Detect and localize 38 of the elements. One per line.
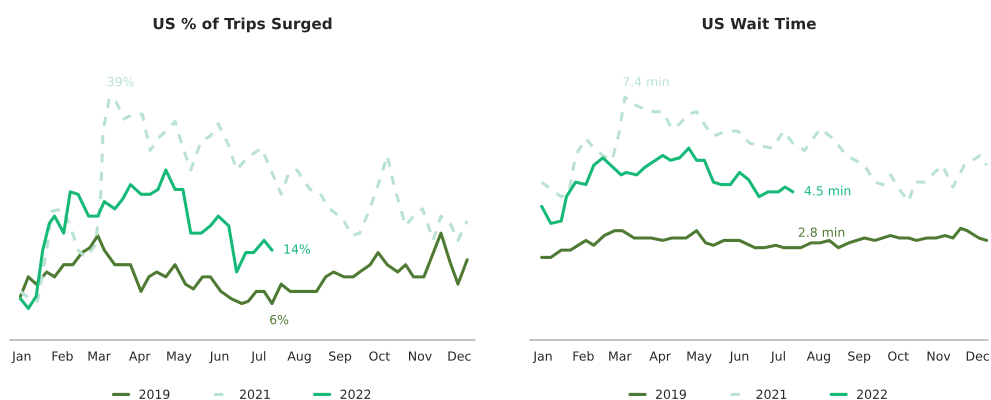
x-tick-label: Feb: [574, 351, 594, 361]
x-tick-label: Jun: [729, 351, 748, 364]
x-tick-label: Jun: [209, 351, 228, 364]
chart-title: US Wait Time: [702, 18, 816, 30]
x-tick-label: Jul: [770, 351, 785, 364]
x-tick-label: Dec: [966, 351, 989, 361]
legend-label: 2019: [656, 390, 686, 400]
annotation: 14%: [284, 244, 310, 254]
annotation: 39%: [108, 76, 134, 86]
x-tick-label: Jan: [12, 351, 30, 364]
x-tick-label: Mar: [88, 351, 111, 361]
x-tick-label: Apr: [128, 351, 150, 364]
x-tick-label: Aug: [806, 351, 830, 364]
x-tick-label: Dec: [448, 351, 471, 361]
legend-label: 2021: [756, 390, 786, 400]
x-tick-label: Nov: [409, 351, 432, 361]
x-tick-label: Nov: [928, 351, 950, 361]
x-tick-label: May: [687, 351, 712, 364]
annotation: 7.4 min: [623, 76, 669, 86]
annotation: 2.8 min: [798, 227, 844, 237]
x-tick-label: Jan: [532, 351, 552, 364]
legend-label: 2022: [857, 390, 887, 400]
x-tick-label: Oct: [888, 351, 909, 361]
chart-title: US % of Trips Surged: [154, 18, 332, 32]
x-tick-label: Oct: [369, 351, 390, 361]
legend-label: 2022: [340, 390, 370, 400]
x-tick-label: Feb: [52, 351, 73, 361]
x-tick-label: Sep: [329, 351, 352, 364]
x-tick-label: Jul: [250, 351, 266, 364]
x-tick-label: May: [167, 351, 192, 364]
x-tick-label: Aug: [287, 351, 311, 364]
legend-label: 2019: [139, 390, 170, 400]
x-tick-label: Mar: [609, 351, 632, 361]
x-tick-label: Apr: [649, 351, 671, 364]
annotation: 6%: [270, 314, 288, 324]
x-tick-label: Sep: [848, 351, 870, 364]
annotation: 4.5 min: [804, 186, 850, 196]
legend-label: 2021: [240, 390, 270, 400]
